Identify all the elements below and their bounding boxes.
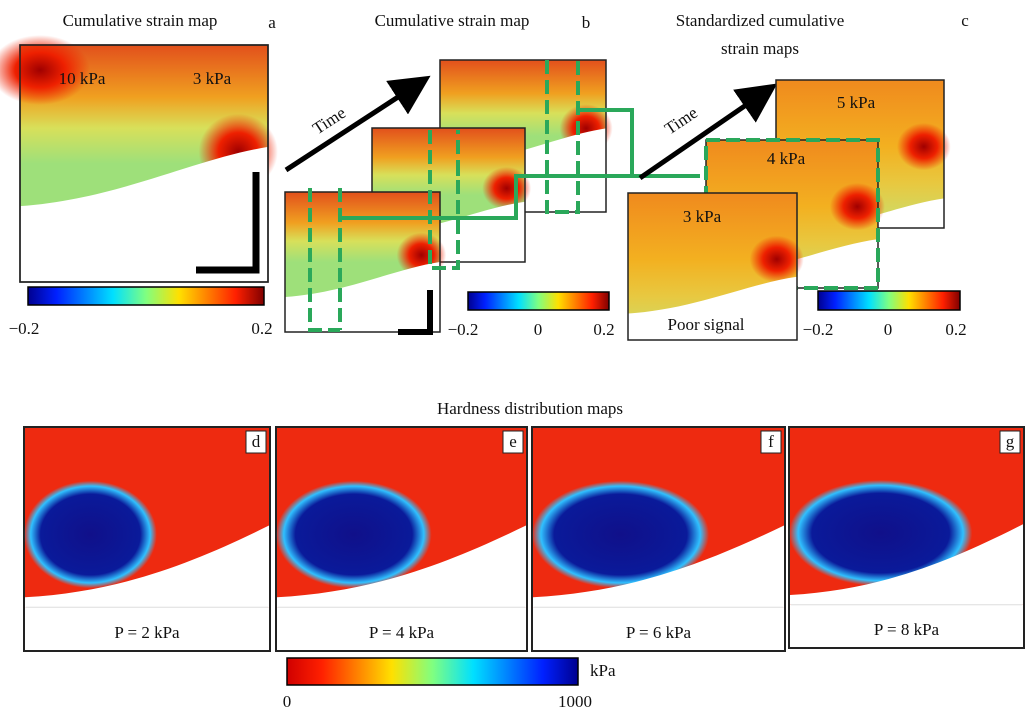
- arrow-label: Time: [661, 103, 701, 138]
- colorbar: [468, 292, 609, 310]
- colorbar-tick: 0.2: [251, 319, 272, 338]
- pressure-label: 4 kPa: [767, 149, 806, 168]
- colorbar: [28, 287, 264, 305]
- panel-title: Standardized cumulative: [676, 11, 845, 30]
- colorbar-tick: 0: [534, 320, 543, 339]
- colorbar: [287, 658, 578, 685]
- panel-letter: g: [1006, 432, 1015, 451]
- panel-title: Cumulative strain map: [375, 11, 530, 30]
- pressure-caption: P = 6 kPa: [626, 623, 692, 642]
- strain-hotspot: [750, 236, 804, 283]
- figure: Cumulative strain map a 10 kPa 3 kPa −0.2 0.2…: [0, 0, 1029, 715]
- colorbar-tick: 0.2: [593, 320, 614, 339]
- colorbar-tick: −0.2: [803, 320, 834, 339]
- colorbar-tick: 0: [884, 320, 893, 339]
- pressure-caption: P = 2 kPa: [114, 623, 180, 642]
- page: {"panel_a": {"title": "Cumulative strain…: [0, 0, 1029, 715]
- panel-letter: b: [582, 13, 591, 32]
- strain-hotspot: [897, 123, 951, 170]
- panel-title: Cumulative strain map: [63, 11, 218, 30]
- colorbar-tick: −0.2: [9, 319, 40, 338]
- colorbar-tick: 1000: [558, 692, 592, 711]
- pressure-caption: P = 8 kPa: [874, 620, 940, 639]
- panel-letter: a: [268, 13, 276, 32]
- pressure-label: 5 kPa: [837, 93, 876, 112]
- soft-region: [24, 481, 157, 589]
- soft-region: [276, 481, 432, 589]
- pressure-caption: P = 4 kPa: [369, 623, 435, 642]
- panel-title: strain maps: [721, 39, 799, 58]
- colorbar-unit: kPa: [590, 661, 616, 680]
- panel-letter: c: [961, 11, 969, 30]
- colorbar-tick: 0: [283, 692, 292, 711]
- panel-letter: f: [768, 432, 774, 451]
- pressure-label: 3 kPa: [683, 207, 722, 226]
- section-title: Hardness distribution maps: [437, 399, 623, 418]
- panel-letter: e: [509, 432, 517, 451]
- panel-letter: d: [252, 432, 261, 451]
- colorbar-tick: −0.2: [448, 320, 479, 339]
- colorbar-tick: 0.2: [945, 320, 966, 339]
- note: Poor signal: [668, 315, 745, 334]
- colorbar: [818, 291, 960, 310]
- pressure-label: 10 kPa: [59, 69, 106, 88]
- pressure-label: 3 kPa: [193, 69, 232, 88]
